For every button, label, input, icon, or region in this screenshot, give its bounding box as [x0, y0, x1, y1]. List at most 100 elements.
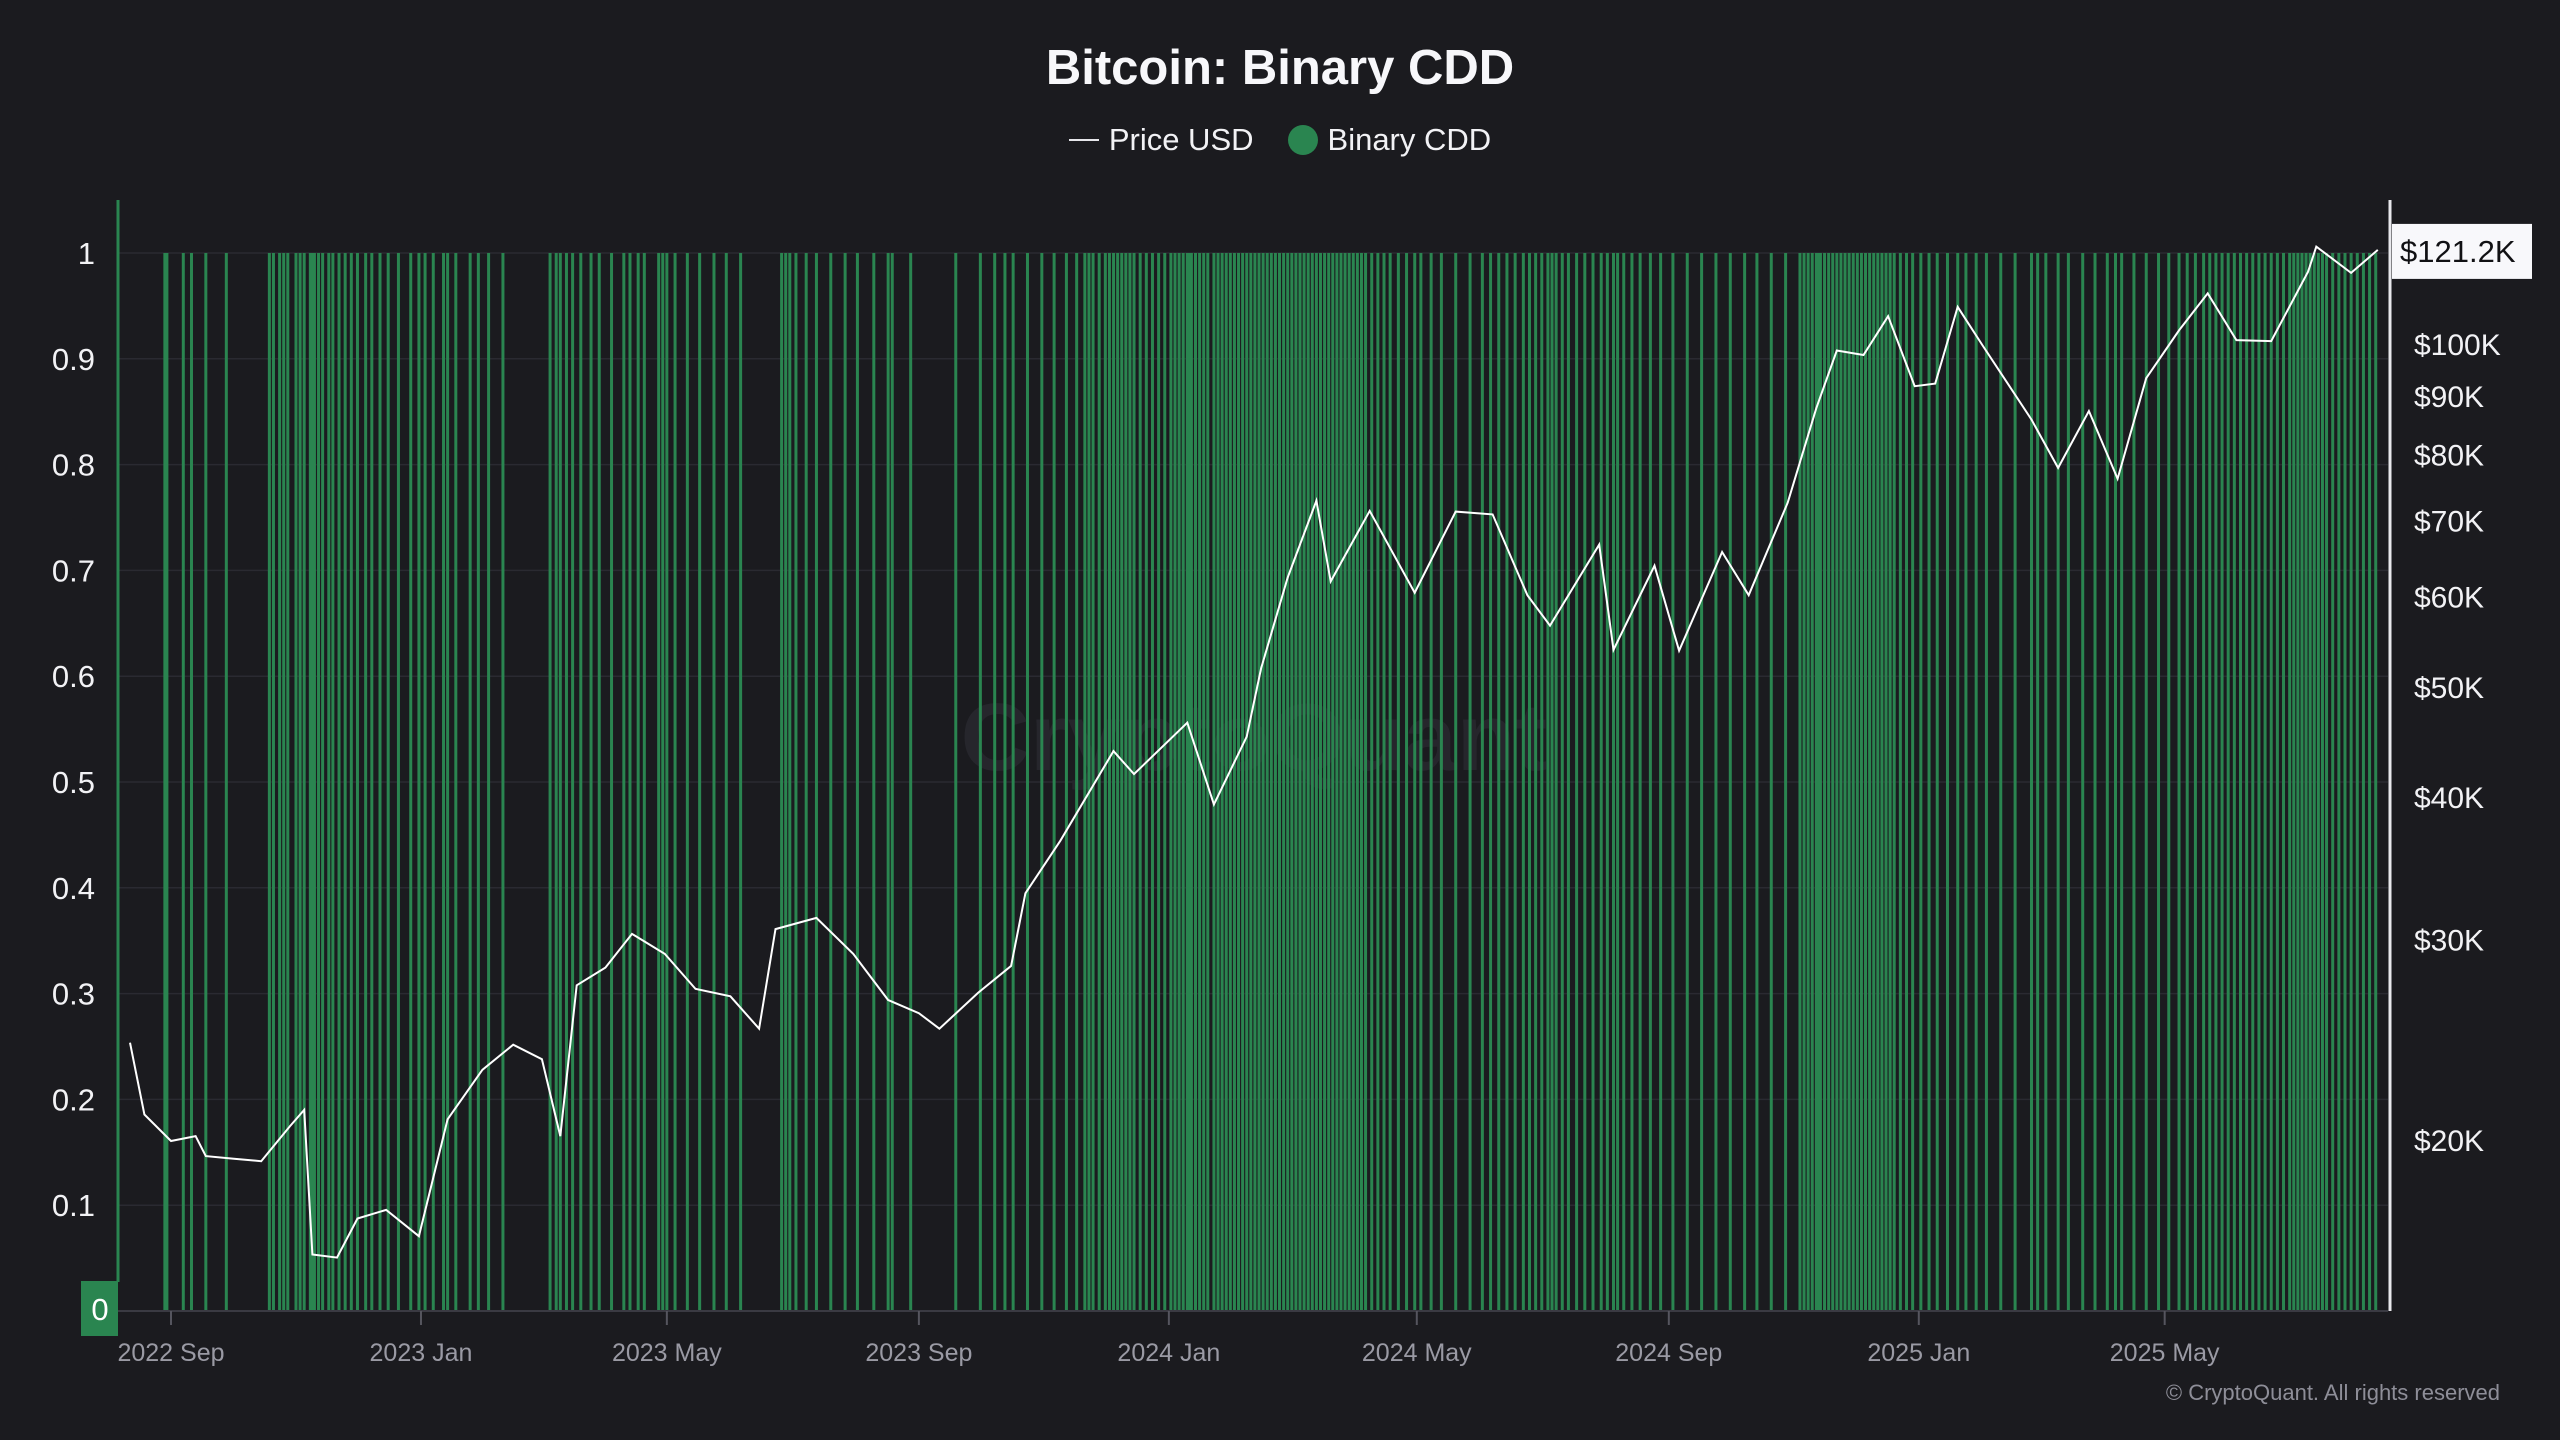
cdd-bar — [1439, 253, 1443, 1311]
right-tick-label: $100K — [2414, 329, 2501, 362]
cdd-bar — [1927, 253, 1931, 1311]
cdd-bar — [327, 253, 331, 1311]
cdd-bar — [1816, 253, 1820, 1311]
y-tick-label: 0.4 — [52, 871, 95, 906]
cdd-bar — [909, 253, 913, 1311]
cdd-bar — [1540, 253, 1544, 1311]
price-line — [129, 244, 2379, 1259]
cdd-bar — [1884, 253, 1888, 1311]
x-tick-label: 2022 Sep — [117, 1339, 224, 1367]
cdd-bar — [2220, 253, 2224, 1311]
cdd-bar — [189, 253, 193, 1311]
cdd-bar — [1814, 253, 1818, 1311]
cdd-bar — [1376, 253, 1380, 1311]
cdd-bar — [1818, 253, 1822, 1311]
cdd-bar — [665, 253, 669, 1311]
cdd-bar — [1261, 253, 1265, 1311]
cdd-bar — [1855, 253, 1859, 1311]
cdd-bar — [1945, 253, 1949, 1311]
cdd-bar — [597, 253, 601, 1311]
cdd-bar — [2355, 253, 2359, 1311]
cdd-bar — [1880, 253, 1884, 1311]
cdd-bar — [954, 253, 958, 1311]
cdd-bar — [2144, 253, 2148, 1311]
cdd-bar — [1128, 253, 1132, 1311]
cdd-bar — [1575, 253, 1579, 1311]
cdd-bar — [1823, 253, 1827, 1311]
cdd-bar — [1599, 253, 1603, 1311]
legend-item-binary-cdd[interactable]: Binary CDD — [1287, 122, 1491, 158]
cdd-bar — [271, 253, 275, 1311]
cdd-bar — [308, 253, 312, 1311]
cdd-bar — [386, 253, 390, 1311]
cdd-bar — [1480, 253, 1484, 1311]
cdd-bar — [1323, 253, 1327, 1311]
cdd-bar — [454, 253, 458, 1311]
cdd-bar — [310, 253, 314, 1311]
cdd-bar — [1306, 253, 1310, 1311]
cdd-bar — [1784, 253, 1788, 1311]
cdd-bar — [788, 253, 792, 1311]
cdd-bar — [1278, 253, 1282, 1311]
cdd-bar — [814, 253, 818, 1311]
x-tick-label: 2024 Jan — [1117, 1339, 1220, 1367]
cdd-bar — [1343, 253, 1347, 1311]
cdd-bar — [1097, 253, 1101, 1311]
cdd-bar — [2202, 253, 2206, 1311]
cdd-bar — [312, 253, 316, 1311]
cdd-bar — [378, 253, 382, 1311]
cdd-bar — [337, 253, 341, 1311]
cdd-bar — [784, 253, 788, 1311]
line-swatch-icon — [1068, 139, 1099, 141]
cdd-bar — [2288, 253, 2292, 1311]
cdd-bar — [278, 253, 282, 1311]
cdd-bar — [2269, 253, 2273, 1311]
cdd-bar — [1318, 253, 1322, 1311]
cdd-bar — [1241, 253, 1245, 1311]
cdd-bar — [1876, 253, 1880, 1311]
legend-label: Price USD — [1108, 122, 1254, 157]
cdd-bar — [487, 253, 491, 1311]
cdd-bar — [1228, 253, 1232, 1311]
cdd-bar — [2238, 253, 2242, 1311]
cdd-bar — [1273, 253, 1277, 1311]
cdd-bar — [2208, 253, 2212, 1311]
cdd-bar — [1220, 253, 1224, 1311]
cdd-bar — [2337, 253, 2341, 1311]
cdd-bar — [2257, 253, 2261, 1311]
cdd-bar — [1605, 253, 1609, 1311]
cdd-bar — [1429, 253, 1433, 1311]
cdd-bar — [661, 253, 665, 1311]
cdd-bar — [2193, 253, 2197, 1311]
y-tick-label: 1 — [78, 236, 95, 271]
cdd-bar — [1302, 253, 1306, 1311]
cdd-bar — [673, 253, 677, 1311]
cdd-bar — [1177, 253, 1181, 1311]
cdd-bar — [1888, 253, 1892, 1311]
cdd-bar — [1388, 253, 1392, 1311]
cdd-bar — [1120, 253, 1124, 1311]
cdd-bar — [1116, 253, 1120, 1311]
cdd-bar — [890, 253, 894, 1311]
x-tick-label: 2025 May — [2110, 1339, 2220, 1367]
legend-item-price[interactable]: Price USD — [1068, 122, 1254, 158]
cdd-bar — [1583, 253, 1587, 1311]
cdd-bar — [1103, 253, 1107, 1311]
cdd-bar — [843, 253, 847, 1311]
cdd-bar — [2044, 253, 2048, 1311]
cdd-bar — [1413, 253, 1417, 1311]
cdd-bar — [2325, 253, 2329, 1311]
cdd-bar — [1405, 253, 1409, 1311]
cdd-bar — [1956, 253, 1960, 1311]
legend: Price USD Binary CDD — [0, 122, 2560, 158]
cdd-bar — [181, 253, 185, 1311]
cdd-bar — [317, 253, 321, 1311]
cdd-bar — [446, 253, 450, 1311]
cdd-bar — [2374, 253, 2378, 1311]
right-tick-label: $50K — [2414, 672, 2484, 705]
cdd-bar — [1331, 253, 1335, 1311]
cdd-bar — [1194, 253, 1197, 1311]
cdd-bar — [1839, 253, 1843, 1311]
cdd-bar — [794, 253, 798, 1311]
